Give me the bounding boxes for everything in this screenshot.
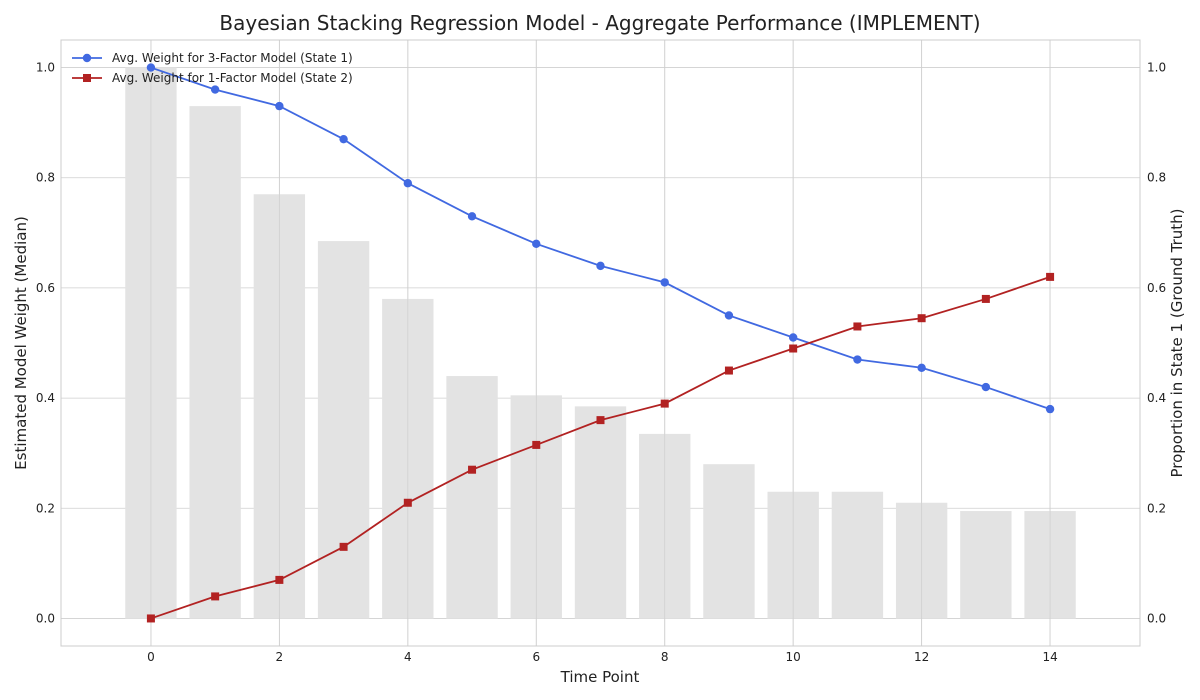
- legend-marker-1-factor: [83, 74, 91, 82]
- state1-proportion-bar: [831, 491, 884, 619]
- series-1-point: [532, 440, 541, 449]
- legend-label-1-factor: Avg. Weight for 1-Factor Model (State 2): [112, 71, 353, 85]
- series-1-point: [917, 314, 926, 323]
- series-0-point: [788, 333, 798, 342]
- series-1-point: [211, 592, 220, 601]
- y2-tick-label: 1.0: [1147, 61, 1166, 75]
- axis-layer: 0 2 4 6 8 10 12 14 0.0 0.2 0.4 0.6 0.8 1.0 0.0 0.2 0.4 0.…: [36, 61, 1166, 664]
- series-1-point: [981, 294, 990, 303]
- y2-tick-label: 0.8: [1147, 171, 1166, 185]
- x-tick-label: 0: [147, 650, 155, 664]
- series-0-point: [724, 311, 734, 320]
- y-tick-label: 1.0: [36, 61, 55, 75]
- series-1-point: [339, 542, 348, 551]
- legend: Avg. Weight for 3-Factor Model (State 1)…: [72, 51, 353, 85]
- legend-marker-3-factor: [82, 53, 92, 63]
- y-tick-label: 0.4: [36, 391, 55, 405]
- state1-proportion-bar: [703, 464, 755, 619]
- y-tick-label: 0.0: [36, 611, 55, 625]
- series-1-point: [789, 344, 798, 353]
- series-0-point: [339, 134, 348, 144]
- state1-proportion-bar: [960, 511, 1012, 619]
- line-layer: [146, 63, 1055, 623]
- legend-label-3-factor: Avg. Weight for 3-Factor Model (State 1): [112, 51, 353, 65]
- y2-axis-label: Proportion in State 1 (Ground Truth): [1168, 208, 1186, 477]
- series-1-point: [1046, 272, 1055, 281]
- x-tick-label: 4: [404, 650, 412, 664]
- y2-tick-label: 0.6: [1147, 281, 1166, 295]
- series-1-point: [596, 416, 605, 425]
- y2-tick-label: 0.0: [1147, 611, 1166, 625]
- y2-tick-label: 0.2: [1147, 501, 1166, 515]
- x-tick-label: 6: [532, 650, 540, 664]
- state1-proportion-bar: [317, 241, 370, 619]
- x-tick-label: 2: [276, 650, 284, 664]
- y-tick-label: 0.6: [36, 281, 55, 295]
- series-1-point: [660, 399, 669, 408]
- plot-frame: [60, 39, 1141, 647]
- state1-proportion-bar: [574, 406, 627, 619]
- x-tick-label: 14: [1042, 650, 1057, 664]
- series-0-point: [275, 101, 284, 111]
- series-1-point: [403, 498, 412, 507]
- series-1-point: [275, 575, 284, 584]
- chart-title: Bayesian Stacking Regression Model - Agg…: [219, 11, 980, 35]
- series-0-point: [853, 355, 862, 364]
- series-0-point: [532, 239, 541, 249]
- series-0-point: [146, 63, 156, 72]
- y2-tick-label: 0.4: [1147, 391, 1166, 405]
- series-1-point: [146, 614, 155, 623]
- series-0-point: [596, 261, 605, 271]
- series-0-point: [917, 363, 926, 372]
- x-axis-label: Time Point: [560, 668, 640, 686]
- series-1-point: [468, 465, 477, 474]
- bar-layer: [125, 40, 1076, 646]
- series-0-point: [403, 179, 413, 188]
- series-0-point: [1045, 404, 1055, 414]
- series-0-point: [660, 278, 669, 287]
- series-1-point: [724, 366, 733, 375]
- y-tick-label: 0.2: [36, 501, 55, 515]
- x-tick-label: 12: [914, 650, 929, 664]
- series-0-point: [981, 382, 991, 392]
- y-axis-label: Estimated Model Weight (Median): [12, 216, 30, 470]
- series-0-point: [467, 212, 477, 221]
- series-0-point: [210, 85, 220, 94]
- x-tick-label: 8: [661, 650, 669, 664]
- series-1-point: [853, 322, 862, 331]
- y-tick-label: 0.8: [36, 171, 55, 185]
- state1-proportion-bar: [446, 376, 498, 619]
- x-tick-label: 10: [786, 650, 801, 664]
- state1-proportion-bar: [189, 106, 241, 619]
